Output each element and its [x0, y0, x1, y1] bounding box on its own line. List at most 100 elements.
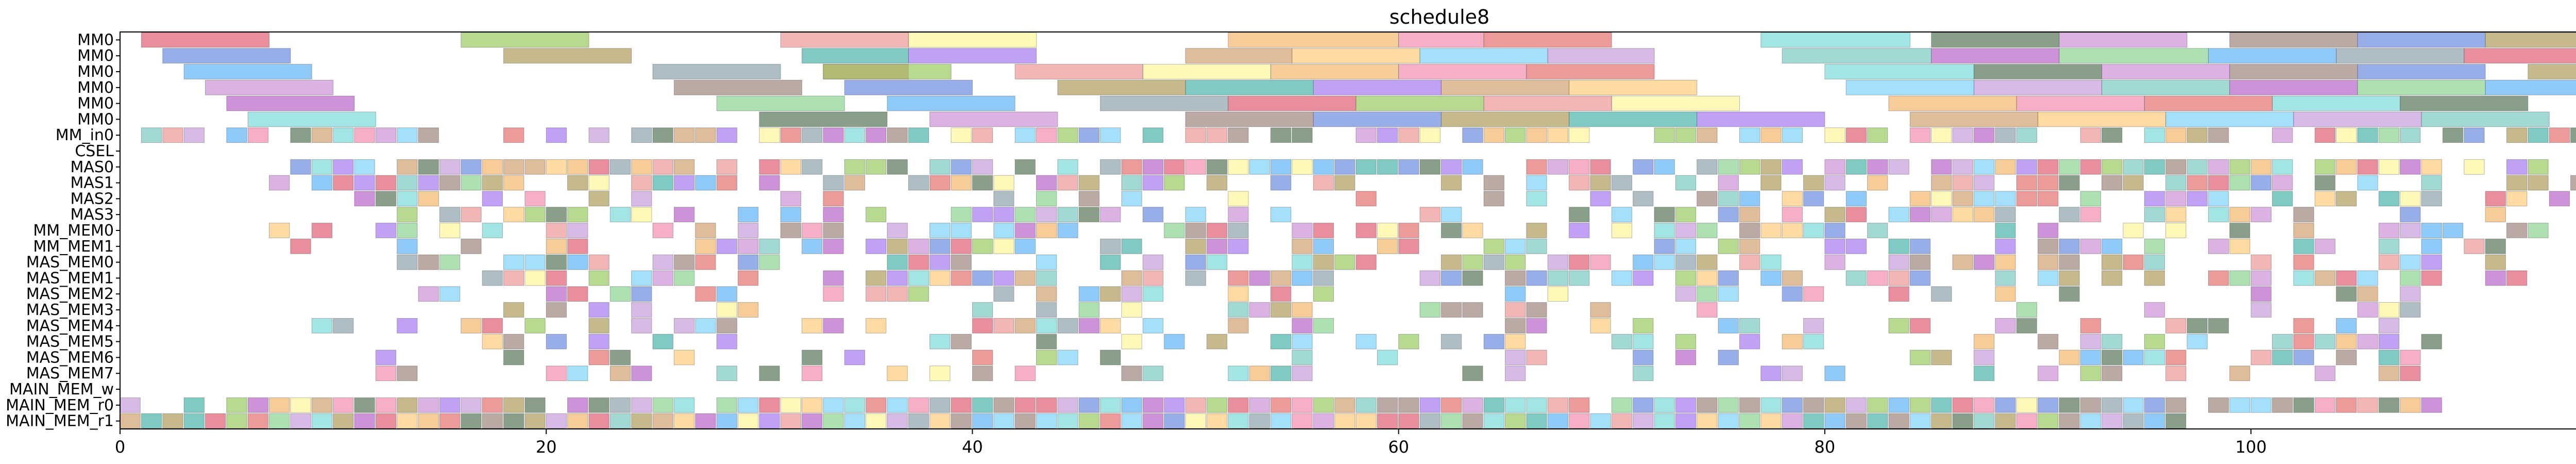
task-bar-mm-mem1: [929, 238, 951, 254]
task-bar-mas0: [1845, 159, 1867, 175]
task-bar-mas3: [1973, 207, 1995, 223]
task-bar-mas1: [2016, 175, 2037, 191]
task-bar-mas0: [780, 159, 801, 175]
task-bar-mas0: [1057, 159, 1078, 175]
task-bar-mm-in0: [2506, 127, 2528, 143]
task-bar-mm0: [1973, 79, 2103, 95]
task-bar-mas0: [1952, 159, 1973, 175]
task-bar-mas-mem2: [1995, 286, 2016, 302]
task-bar-mas-mem0: [673, 254, 695, 270]
task-bar-mas-mem5: [1633, 334, 1654, 350]
task-bar-main-mem-r1: [908, 413, 929, 429]
task-bar-mas-mem7: [929, 366, 951, 382]
task-bar-mm-mem1: [737, 238, 759, 254]
task-bar-mas-mem2: [1036, 286, 1057, 302]
task-bar-mas1: [2165, 175, 2187, 191]
task-bar-mas3: [461, 207, 482, 223]
task-bar-mm0: [2229, 79, 2358, 95]
task-bar-mas-mem1: [887, 270, 908, 286]
task-bar-mas-mem2: [1888, 286, 1909, 302]
task-bar-main-mem-r0: [2144, 397, 2165, 413]
task-bar-main-mem-r1: [866, 413, 887, 429]
task-bar-mas-mem0: [1483, 254, 1504, 270]
task-bar-mm-mem1: [2314, 238, 2336, 254]
task-bar-main-mem-r0: [1909, 397, 1931, 413]
task-bar-mas0: [2272, 159, 2293, 175]
task-bar-mas2: [1078, 191, 1100, 207]
task-bar-main-mem-r1: [1803, 413, 1824, 429]
x-tick-label: 20: [536, 437, 557, 457]
task-bar-mm-in0: [1845, 127, 1867, 143]
x-tick-label: 60: [1388, 437, 1409, 457]
task-bar-main-mem-r1: [1355, 413, 1377, 429]
task-bar-mas-mem3: [2357, 302, 2378, 318]
task-bar-mas-mem5: [2293, 334, 2314, 350]
task-bar-mm-in0: [1931, 127, 1952, 143]
task-bar-mas1: [908, 175, 929, 191]
task-bar-main-mem-r1: [695, 413, 716, 429]
y-tick-label: MAS_MEM1: [26, 269, 114, 287]
task-bar-mas-mem3: [2250, 302, 2272, 318]
task-bar-mas-mem7: [1014, 366, 1036, 382]
task-bar-mas-mem5: [588, 334, 609, 350]
task-bar-mas1: [844, 175, 866, 191]
task-bar-mm-mem0: [2229, 223, 2250, 238]
task-bar-mm-mem1: [972, 238, 993, 254]
task-bar-mas0: [2229, 159, 2250, 175]
task-bar-mas-mem0: [588, 254, 609, 270]
task-bar-mas-mem0: [929, 254, 951, 270]
task-bar-mm-mem0: [929, 223, 951, 238]
task-bar-mas2: [1228, 191, 1249, 207]
task-bar-mas-mem2: [1675, 286, 1697, 302]
task-bar-mas3: [780, 207, 801, 223]
task-bar-mm-mem1: [716, 238, 737, 254]
task-bar-mm0: [1888, 95, 2017, 111]
task-bar-main-mem-r0: [1462, 397, 1483, 413]
task-bar-mas-mem7: [2080, 366, 2102, 382]
task-bar-mas-mem0: [1675, 254, 1697, 270]
task-bar-mm-in0: [2378, 127, 2400, 143]
task-bar-main-mem-r0: [823, 397, 844, 413]
task-bar-mas0: [2421, 159, 2442, 175]
task-bar-mm0: [141, 32, 270, 48]
task-bar-mas-mem3: [546, 302, 567, 318]
task-bar-mas-mem0: [2485, 254, 2506, 270]
task-bar-main-mem-r0: [1419, 397, 1440, 413]
task-bar-main-mem-r1: [1398, 413, 1419, 429]
task-bar-main-mem-r1: [1845, 413, 1867, 429]
task-bar-main-mem-r0: [183, 397, 205, 413]
task-bar-main-mem-r1: [1185, 413, 1206, 429]
y-tick-label: MAS2: [70, 190, 114, 208]
task-bar-main-mem-r0: [993, 397, 1014, 413]
task-bar-mas-mem1: [1995, 270, 2016, 286]
task-bar-mas0: [1973, 159, 1995, 175]
task-bar-mas-mem1: [823, 270, 844, 286]
task-bar-mm-in0: [1654, 127, 1675, 143]
task-bar-mas3: [2250, 207, 2272, 223]
task-bar-mm-mem0: [887, 223, 908, 238]
task-bar-mm-in0: [844, 127, 866, 143]
task-bar-mas0: [2400, 159, 2421, 175]
task-bar-mas3: [1952, 207, 1973, 223]
task-bar-mas-mem4: [2208, 318, 2229, 334]
task-bar-mas-mem2: [695, 286, 716, 302]
task-bar-mm-in0: [866, 127, 887, 143]
task-bar-mas-mem7: [1824, 366, 1845, 382]
task-bar-main-mem-r0: [2357, 397, 2378, 413]
task-bar-mas2: [2506, 191, 2528, 207]
task-bar-mas3: [1909, 207, 1931, 223]
task-bar-mm-mem1: [2059, 238, 2080, 254]
task-bar-mas-mem2: [887, 286, 908, 302]
task-bar-mas2: [2187, 191, 2208, 207]
task-bar-mas-mem1: [524, 270, 546, 286]
task-bar-mas0: [1782, 159, 1803, 175]
task-bar-mm-in0: [247, 127, 268, 143]
task-bar-mas-mem7: [1782, 366, 1803, 382]
task-bar-mm0: [1142, 64, 1272, 79]
task-bar-mas2: [2400, 191, 2421, 207]
task-bar-mas-mem6: [673, 350, 695, 366]
task-bar-main-mem-r1: [1697, 413, 1718, 429]
task-bar-mas-mem7: [375, 366, 397, 382]
task-bar-mas0: [1654, 159, 1675, 175]
task-bar-mas-mem0: [1292, 254, 1313, 270]
